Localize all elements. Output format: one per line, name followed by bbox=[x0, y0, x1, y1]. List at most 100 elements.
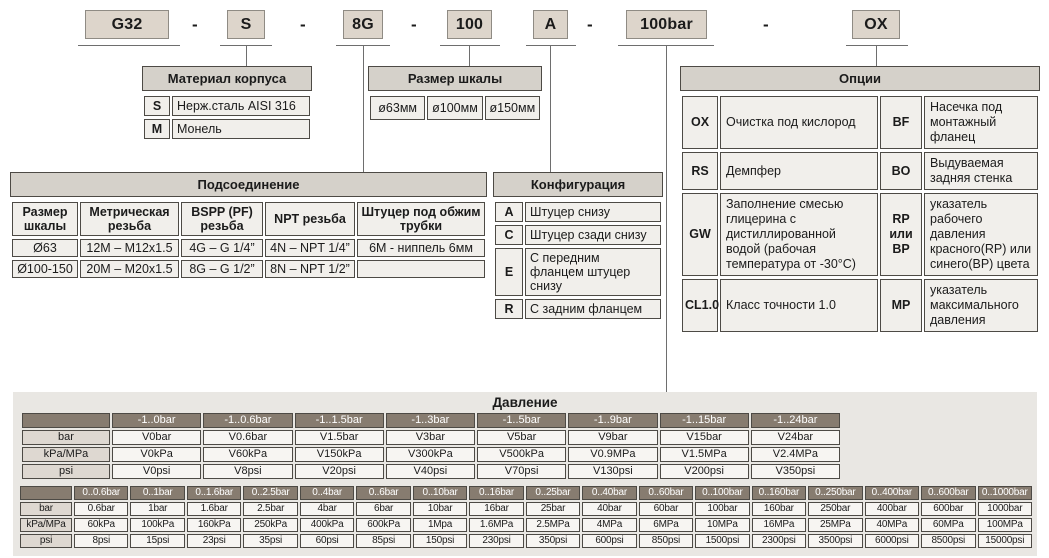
column-header: 0..1bar bbox=[130, 486, 185, 500]
column-header: BSPP (PF) резьба bbox=[181, 202, 263, 236]
column-header: 0..10bar bbox=[412, 486, 468, 500]
cell: V20psi bbox=[294, 464, 384, 479]
cell: MP bbox=[880, 279, 922, 332]
options-table: OX Очистка под кислород BF Насечка под монт… bbox=[680, 93, 1040, 335]
column-header: 0..2.5bar bbox=[243, 486, 298, 500]
cell: V24bar bbox=[750, 430, 840, 445]
cell: 100kPa bbox=[130, 518, 185, 532]
cell: 1500psi bbox=[695, 534, 750, 548]
cell: V130psi bbox=[568, 464, 658, 479]
table-row: A Штуцер снизу bbox=[495, 202, 661, 222]
table-row: psi V0psi V8psi V20psi V40psi V70psi V130psi V2… bbox=[22, 464, 840, 479]
cell: M bbox=[144, 119, 170, 139]
connector-connection bbox=[363, 46, 364, 172]
code-separator: - bbox=[192, 14, 198, 34]
underline-series bbox=[78, 45, 180, 46]
column-header: Метрическая резьба bbox=[80, 202, 179, 236]
cell: 8psi bbox=[74, 534, 129, 548]
cell: 160bar bbox=[751, 502, 807, 516]
code-box-connection: 8G bbox=[343, 10, 383, 39]
cell: С задним фланцем bbox=[525, 299, 661, 319]
connection-title: Подсоединение bbox=[10, 172, 487, 197]
cell: 230psi bbox=[469, 534, 524, 548]
underline-material bbox=[220, 45, 272, 46]
cell: V2.4MPa bbox=[750, 447, 840, 462]
cell: 6M - ниппель 6мм bbox=[357, 239, 485, 257]
cell: 6MPa bbox=[638, 518, 694, 532]
cell: Ø100-150 bbox=[12, 260, 78, 278]
table-row: C Штуцер сзади снизу bbox=[495, 225, 661, 245]
code-separator: - bbox=[411, 14, 417, 34]
cell: 250bar bbox=[808, 502, 863, 516]
cell: Выдуваемая задняя стенка bbox=[924, 152, 1038, 190]
cell: 0.6bar bbox=[74, 502, 129, 516]
cell: 100bar bbox=[695, 502, 750, 516]
table-row: GW Заполнение смесью глицерина с дистилли… bbox=[682, 193, 1038, 276]
cell: 400bar bbox=[864, 502, 920, 516]
code-box-series: G32 bbox=[85, 10, 169, 39]
column-header: -1..24bar bbox=[750, 413, 840, 428]
cell: 250kPa bbox=[243, 518, 298, 532]
column-header: 0..100bar bbox=[695, 486, 750, 500]
cell: V0kPa bbox=[112, 447, 202, 462]
code-box-material: S bbox=[227, 10, 265, 39]
connection-block: Подсоединение Размер шкалы Метрическая ре… bbox=[10, 172, 487, 281]
column-header: NPT резьба bbox=[265, 202, 355, 236]
code-box-pressure: 100bar bbox=[626, 10, 707, 39]
configuration-block: Конфигурация A Штуцер снизу C Штуцер сзади … bbox=[493, 172, 663, 322]
cell: 10MPa bbox=[695, 518, 750, 532]
scale-size-block: Размер шкалы ø63мм ø100мм ø150мм bbox=[368, 66, 542, 123]
scale-size-title: Размер шкалы bbox=[368, 66, 542, 91]
cell: V500kPa bbox=[477, 447, 567, 462]
header-row: 0..0.6bar 0..1bar 0..1.6bar 0..2.5bar 0..4ba… bbox=[20, 486, 1032, 500]
table-row: CL1.0 Класс точности 1.0 MP указатель макси… bbox=[682, 279, 1038, 332]
cell: 15000psi bbox=[977, 534, 1032, 548]
column-header bbox=[20, 486, 72, 500]
cell: 60psi bbox=[299, 534, 355, 548]
connection-table: Размер шкалы Метрическая резьба BSPP (PF) … bbox=[10, 199, 487, 281]
cell: 1000bar bbox=[977, 502, 1032, 516]
cell: V1.5MPa bbox=[659, 447, 749, 462]
underline-configuration bbox=[526, 45, 576, 46]
cell: BO bbox=[880, 152, 922, 190]
cell: 4N – NPT 1/4” bbox=[265, 239, 355, 257]
cell: ø100мм bbox=[427, 96, 483, 120]
cell: Класс точности 1.0 bbox=[720, 279, 878, 332]
connector-options bbox=[876, 46, 877, 66]
cell: CL1.0 bbox=[682, 279, 719, 332]
cell: RP или BP bbox=[880, 193, 922, 276]
cell: Демпфер bbox=[720, 152, 878, 190]
material-title: Материал корпуса bbox=[142, 66, 312, 91]
table-row: Ø63 12M – M12x1.5 4G – G 1/4” 4N – NPT 1/4”… bbox=[12, 239, 485, 257]
cell: 400kPa bbox=[299, 518, 355, 532]
pressure-section: Давление -1..0bar -1..0.6bar -1..1.5bar -1.… bbox=[13, 392, 1037, 556]
cell: 85psi bbox=[356, 534, 411, 548]
cell: 4MPa bbox=[582, 518, 637, 532]
cell: V60kPa bbox=[203, 447, 293, 462]
cell: S bbox=[144, 96, 170, 116]
scale-size-table: ø63мм ø100мм ø150мм bbox=[368, 93, 542, 123]
pressure-title: Давление bbox=[492, 395, 558, 410]
column-header: -1..1.5bar bbox=[294, 413, 384, 428]
cell: 10bar bbox=[412, 502, 468, 516]
cell: 160kPa bbox=[186, 518, 242, 532]
cell: A bbox=[495, 202, 523, 222]
cell: указатель рабочего давления красного(RP)… bbox=[924, 193, 1038, 276]
connector-scale-size bbox=[469, 46, 470, 66]
code-separator: - bbox=[300, 14, 306, 34]
table-row: bar V0bar V0.6bar V1.5bar V3bar V5bar V9bar V15… bbox=[22, 430, 840, 445]
cell: Нерж.сталь AISI 316 bbox=[172, 96, 310, 116]
cell: R bbox=[495, 299, 523, 319]
column-header: -1..0.6bar bbox=[203, 413, 293, 428]
cell: V0psi bbox=[112, 464, 202, 479]
column-header: Штуцер под обжим трубки bbox=[357, 202, 485, 236]
code-box-configuration: A bbox=[533, 10, 568, 39]
cell: 8N – NPT 1/2” bbox=[265, 260, 355, 278]
header-row: -1..0bar -1..0.6bar -1..1.5bar -1..3bar -1..… bbox=[22, 413, 840, 428]
column-header: 0..40bar bbox=[582, 486, 637, 500]
table-row: RS Демпфер BO Выдуваемая задняя стенка bbox=[682, 152, 1038, 190]
cell: GW bbox=[682, 193, 718, 276]
cell: 1.6MPa bbox=[469, 518, 524, 532]
